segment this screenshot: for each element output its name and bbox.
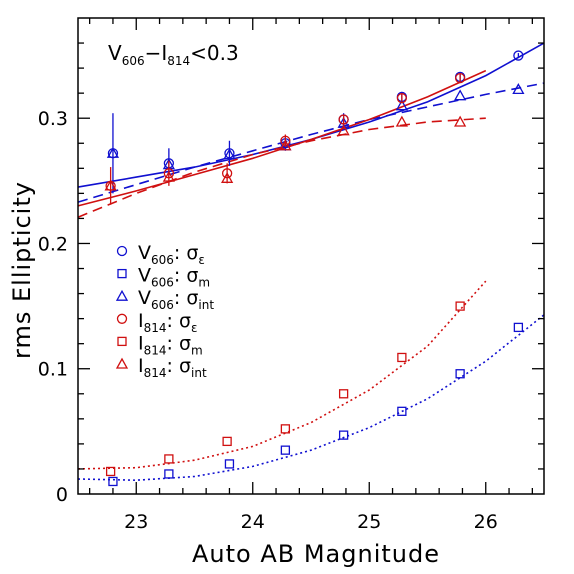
legend-circle-marker [116,245,128,257]
triangle-marker [337,124,350,136]
legend-label: I814: σint [138,355,207,380]
square-marker [224,459,235,469]
triangle-marker [512,83,525,95]
y-tick-label: 0.2 [38,233,68,255]
triangle-marker [162,170,175,182]
x-tick-label: 24 [241,511,265,533]
circle-marker [221,168,233,179]
data-markers [104,50,525,487]
y-axis-label: rms Ellipticity [8,181,36,359]
triangle-marker [221,171,234,183]
triangle-marker [223,148,236,160]
legend-square-marker [117,336,127,347]
x-axis-label: Auto AB Magnitude [192,540,440,568]
axes: 23 24 25 26 0 0.1 0.2 0.3 [38,18,544,533]
square-marker [397,352,407,363]
y-tick-label: 0.1 [38,359,68,381]
legend-triangle-marker [115,357,129,369]
circle-marker [396,93,408,104]
x-tick-label: 25 [357,511,381,533]
square-marker [338,389,349,399]
circle-marker [454,72,466,84]
condition-annotation: V606−I814<0.3 [108,41,239,68]
square-marker [397,406,407,416]
square-marker [105,466,116,477]
plot-frame [77,17,545,495]
circle-marker [338,114,349,125]
square-marker [455,301,465,311]
circle-marker [280,135,291,146]
x-tick-label: 26 [474,511,498,533]
circle-marker [513,50,524,61]
triangle-marker [106,146,120,158]
y-tick-label: 0 [56,484,68,506]
x-tick-label: 23 [124,511,148,533]
legend-circle-marker [116,313,128,324]
square-marker [280,424,291,434]
circle-marker [163,168,175,179]
triangle-marker [104,179,117,191]
legend-label: V606: σε [138,242,205,267]
legend-label: V606: σint [138,287,214,312]
triangle-marker [279,139,292,151]
square-marker [513,322,524,333]
y-tick-label: 0.3 [38,108,68,130]
legend-square-marker [117,268,127,279]
legend-label: I814: σm [138,332,203,357]
square-marker [455,369,465,379]
square-marker [222,436,232,447]
fit-curve [77,314,545,482]
square-marker [338,430,349,440]
triangle-marker [454,89,467,101]
legend-triangle-marker [115,289,129,301]
legend-label: V606: σm [138,265,210,290]
fit-curve [77,82,545,203]
fit-curve [77,69,487,207]
square-marker [280,445,291,455]
fit-curve [77,117,486,218]
triangle-marker [454,115,467,127]
square-marker [108,476,118,487]
legend-label: I814: σε [138,310,198,335]
triangle-marker [395,115,408,127]
square-marker [164,469,174,479]
square-marker [164,454,174,464]
triangle-marker [395,99,408,111]
